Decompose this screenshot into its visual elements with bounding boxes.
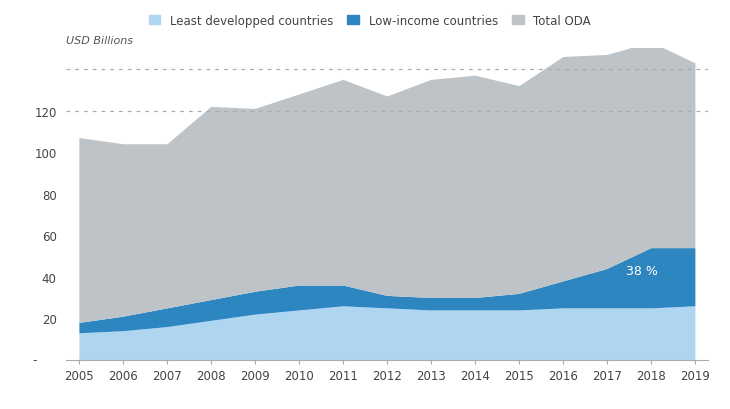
Legend: Least developped countries, Low-income countries, Total ODA: Least developped countries, Low-income c…: [149, 15, 591, 27]
Text: USD Billions: USD Billions: [66, 36, 133, 46]
Text: 38 %: 38 %: [626, 264, 658, 277]
Text: -: -: [32, 353, 36, 366]
